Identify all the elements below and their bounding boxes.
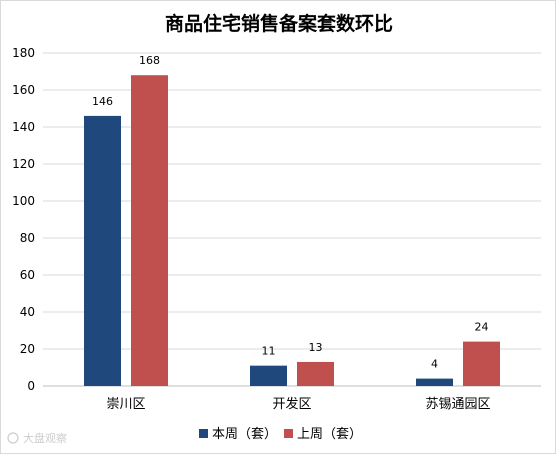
data-label: 4 — [431, 358, 438, 371]
bar-last-week-2 — [297, 361, 334, 386]
bar-this-week-3 — [416, 378, 453, 386]
data-label: 11 — [262, 345, 276, 358]
y-tick-label: 100 — [12, 194, 35, 208]
data-label: 146 — [92, 95, 113, 108]
watermark-logo-icon — [7, 432, 19, 444]
legend-swatch — [284, 429, 293, 438]
legend: 本周（套） 上周（套） — [199, 426, 362, 442]
y-tick-label: 80 — [20, 231, 35, 245]
legend-label: 本周（套） — [212, 426, 277, 442]
bar-this-week-2 — [250, 365, 287, 386]
bar-last-week-1 — [131, 75, 168, 386]
legend-label: 上周（套） — [297, 426, 362, 442]
data-label: 24 — [475, 321, 489, 334]
x-axis-categories: 崇川区 开发区 苏锡通园区 — [106, 396, 490, 412]
y-axis-ticks: 0 20 40 60 80 100 120 140 160 180 — [12, 46, 35, 393]
watermark-text: 大盘观察 — [23, 431, 67, 445]
y-tick-label: 60 — [20, 268, 35, 282]
data-label: 13 — [309, 341, 323, 354]
bar-this-week-1 — [84, 115, 121, 387]
y-tick-label: 180 — [12, 46, 35, 60]
legend-swatch — [199, 429, 208, 438]
y-tick-label: 140 — [12, 120, 35, 134]
y-tick-label: 0 — [27, 379, 35, 393]
watermark: 大盘观察 — [7, 431, 67, 445]
x-category-label: 开发区 — [272, 396, 311, 412]
y-tick-label: 20 — [20, 342, 35, 356]
x-category-label: 崇川区 — [106, 397, 145, 412]
gridlines — [43, 52, 541, 387]
data-label: 168 — [139, 54, 160, 67]
y-tick-label: 120 — [12, 157, 35, 171]
x-category-label: 苏锡通园区 — [425, 396, 490, 412]
chart-title: 商品住宅销售备案套数环比 — [165, 12, 393, 35]
y-tick-label: 40 — [20, 305, 35, 319]
bar-last-week-3 — [463, 341, 500, 386]
bars — [84, 75, 500, 387]
data-labels: 146 168 11 13 4 24 — [92, 54, 489, 370]
y-tick-label: 160 — [12, 83, 35, 97]
